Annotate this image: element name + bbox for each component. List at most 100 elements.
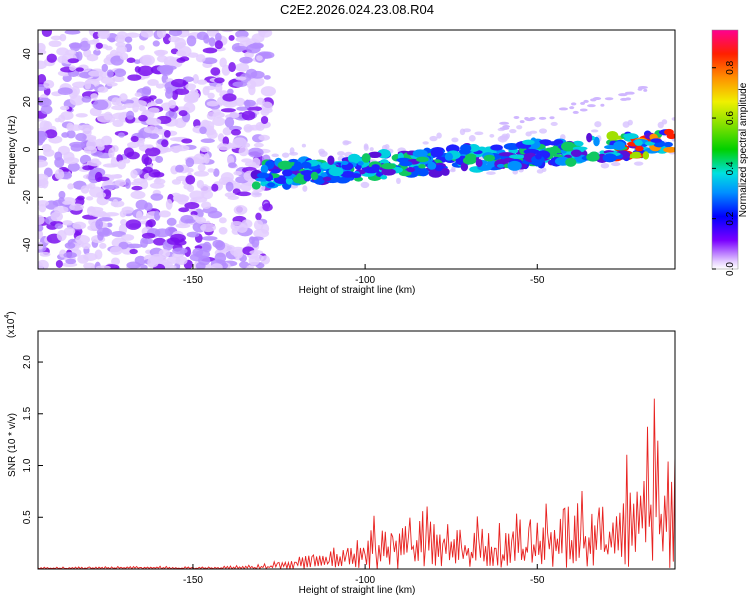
faint-blob (538, 128, 548, 134)
trail-blob (620, 97, 628, 101)
noise-blob (141, 153, 150, 165)
noise-blob (193, 153, 208, 165)
signal-blob (256, 172, 270, 179)
noise-blob (115, 41, 126, 48)
signal-blob (509, 154, 525, 159)
signal-blob (310, 171, 319, 181)
colorbar-tick-label: 0.0 (725, 262, 736, 276)
noise-blob (97, 86, 109, 93)
noise-blob (38, 228, 44, 240)
signal-blob (399, 160, 413, 167)
signal-blob (460, 162, 469, 172)
trail-blob (570, 102, 577, 106)
signal-blob (483, 154, 496, 162)
colorbar-label: Normalized spectral amplitude (738, 82, 749, 217)
faint-blob (360, 181, 370, 189)
noise-blob (195, 216, 207, 224)
noise-blob (145, 147, 161, 157)
faint-blob (318, 148, 326, 155)
noise-blob (262, 203, 273, 212)
noise-blob (113, 173, 123, 179)
noise-blob (68, 42, 82, 49)
faint-blob (671, 117, 675, 121)
signal-blob (444, 152, 453, 161)
noise-blob (38, 73, 47, 85)
faint-blob (302, 185, 308, 192)
faint-blob (396, 177, 401, 185)
signal-blob (328, 166, 344, 177)
signal-blob (349, 173, 362, 179)
noise-blob (125, 32, 140, 38)
noise-blob (185, 157, 195, 168)
noise-blob (202, 47, 218, 54)
noise-blob (233, 171, 243, 176)
noise-blob (140, 30, 154, 38)
y-tick-label: 0.5 (22, 510, 33, 524)
noise-blob (133, 100, 147, 108)
noise-blob (130, 190, 146, 200)
noise-blob (256, 97, 265, 105)
noise-blob (182, 76, 194, 83)
noise-blob (158, 210, 171, 218)
noise-blob (67, 162, 80, 172)
signal-blob (475, 158, 483, 168)
noise-blob (207, 210, 223, 219)
signal-blob (496, 163, 505, 168)
signal-blob (490, 144, 503, 151)
noise-blob (39, 120, 50, 131)
noise-blob (111, 145, 119, 153)
noise-blob (72, 221, 87, 230)
signal-blob (267, 182, 276, 188)
noise-blob (86, 54, 99, 62)
colorbar-tick-label: 0.8 (725, 60, 736, 74)
noise-blob (130, 169, 138, 179)
spectrogram-y-ticks: -40 -20 0 20 40 (22, 48, 43, 252)
x-tick-label: -150 (183, 275, 203, 286)
noise-blob (106, 82, 118, 87)
spectrogram-panel: -150 -100 -50 -40 -20 0 20 40 Height of straig… (7, 29, 676, 296)
colorbar: 0.0 0.2 0.4 0.6 0.8 Normalized spectral ampl… (711, 29, 749, 276)
noise-blob (95, 42, 103, 49)
trail-blob (513, 115, 520, 119)
noise-blob (202, 86, 210, 96)
noise-blob (129, 248, 138, 255)
noise-blob (195, 54, 206, 63)
noise-blob (79, 40, 91, 52)
noise-blob (133, 59, 141, 64)
y-tick-label: 1.0 (22, 458, 33, 472)
noise-blob (65, 49, 77, 56)
noise-blob (40, 105, 53, 115)
noise-blob (41, 30, 52, 37)
colorbar-tick-label: 0.2 (725, 211, 736, 225)
faint-blob (252, 192, 262, 196)
noise-blob (222, 136, 230, 146)
noise-blob (134, 66, 141, 73)
noise-blob (137, 140, 145, 147)
noise-blob (104, 179, 113, 185)
y-scale-base: (x10 (6, 318, 17, 338)
noise-blob (149, 133, 160, 140)
trail-blob (519, 120, 525, 124)
noise-blob (185, 83, 197, 90)
noise-blob (38, 60, 47, 70)
y-tick-label: 0 (22, 146, 33, 152)
noise-blob (202, 241, 212, 253)
signal-blob (427, 161, 437, 170)
noise-blob (81, 95, 92, 103)
signal-blob (428, 168, 443, 178)
noise-blob (161, 139, 169, 148)
noise-blob (147, 79, 159, 86)
noise-blob (155, 98, 163, 105)
noise-blob (175, 256, 188, 266)
noise-blob (119, 52, 129, 61)
signal-blob (613, 141, 626, 150)
faint-blob (336, 151, 345, 156)
noise-blob (236, 191, 251, 197)
signal-blob (460, 143, 472, 153)
signal-blob (634, 139, 643, 146)
noise-blob (118, 132, 125, 138)
colorbar-gradient (711, 29, 739, 270)
noise-blob (97, 30, 109, 40)
y-tick-label: 40 (22, 48, 33, 60)
